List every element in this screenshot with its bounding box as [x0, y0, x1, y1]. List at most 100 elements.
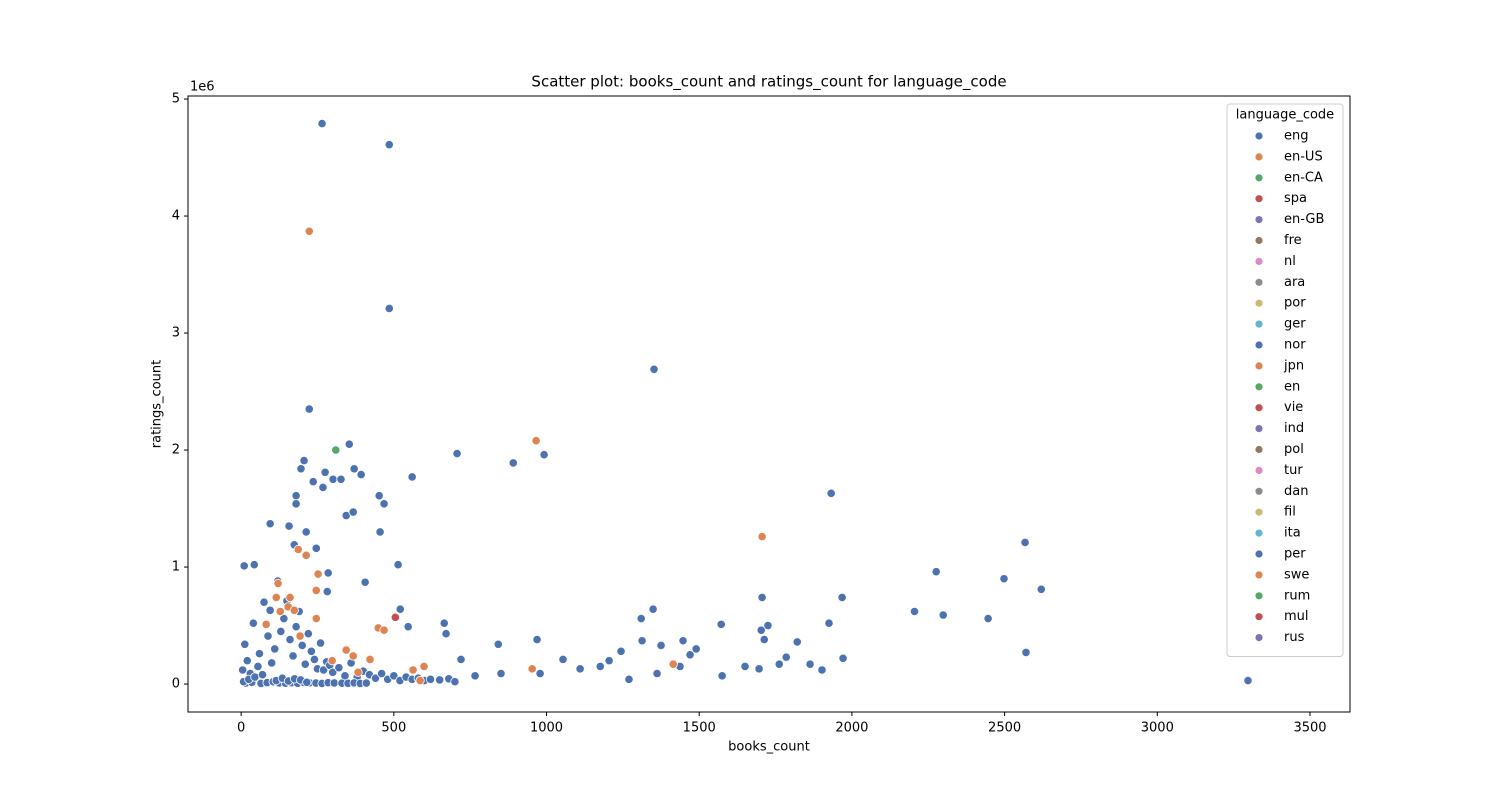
- scatter-point: [938, 610, 948, 620]
- legend-marker: [1254, 486, 1264, 496]
- scatter-point: [320, 467, 330, 477]
- scatter-point: [826, 488, 836, 498]
- scatter-point: [261, 619, 271, 629]
- legend-marker: [1254, 319, 1264, 329]
- x-tick-label: 1000: [530, 721, 563, 736]
- scatter-point: [257, 670, 268, 680]
- legend-label: en-US: [1284, 149, 1323, 164]
- scatter-point: [470, 671, 480, 681]
- scatter-point: [805, 659, 815, 669]
- scatter-point: [759, 634, 769, 645]
- legend-label: ara: [1284, 275, 1305, 290]
- y-tick-label: 2: [172, 443, 180, 458]
- scatter-point: [656, 640, 666, 651]
- scatter-point: [318, 482, 328, 493]
- scatter-point: [271, 592, 281, 603]
- scatter-point: [328, 667, 338, 677]
- scatter-point: [270, 644, 280, 654]
- scatter-point: [616, 646, 626, 656]
- scatter-point: [624, 674, 634, 684]
- scatter-point: [668, 659, 678, 669]
- scatter-point: [285, 592, 295, 603]
- scatter-point: [279, 613, 289, 624]
- legend-marker: [1254, 591, 1264, 601]
- scatter-point: [365, 654, 375, 665]
- scatter-point: [323, 568, 333, 578]
- scatter-point: [496, 668, 506, 679]
- legend-marker: [1254, 277, 1264, 287]
- scatter-point: [384, 140, 394, 150]
- legend-marker: [1254, 340, 1264, 350]
- scatter-point: [328, 474, 338, 484]
- scatter-point: [604, 656, 614, 666]
- legend-label: rum: [1284, 588, 1310, 603]
- scatter-point: [308, 477, 318, 487]
- legend-label: swe: [1284, 567, 1309, 582]
- scatter-point: [415, 675, 425, 686]
- scatter-point: [379, 625, 389, 635]
- scatter-point: [304, 404, 314, 414]
- scatter-point: [299, 455, 309, 466]
- scatter-point: [304, 226, 314, 236]
- scatter-point: [441, 629, 451, 639]
- scatter-point: [329, 678, 339, 688]
- legend-marker: [1254, 361, 1264, 371]
- scatter-point: [302, 677, 312, 687]
- scatter-point: [395, 604, 405, 614]
- scatter-point: [983, 613, 993, 624]
- y-offset-label: 1e6: [190, 80, 215, 95]
- x-tick-label: 2500: [988, 721, 1021, 736]
- scatter-point: [265, 519, 275, 529]
- scatter-point: [284, 521, 294, 531]
- scatter-point: [301, 527, 311, 537]
- legend-marker: [1254, 382, 1264, 392]
- legend-marker: [1254, 152, 1264, 162]
- legend-marker: [1254, 528, 1264, 538]
- legend-marker: [1254, 215, 1264, 225]
- y-tick-label: 0: [172, 677, 180, 692]
- legend-marker: [1254, 465, 1264, 475]
- scatter-point: [756, 625, 766, 635]
- legend-marker: [1254, 131, 1264, 141]
- legend-marker: [1254, 194, 1264, 204]
- scatter-point: [253, 661, 263, 672]
- legend-label: mul: [1284, 609, 1309, 624]
- plot-frame: [187, 95, 1351, 713]
- x-tick-label: 3000: [1141, 721, 1174, 736]
- scatter-point: [757, 532, 767, 542]
- scatter-point: [999, 574, 1009, 584]
- scatter-point: [306, 646, 316, 656]
- scatter-point: [649, 364, 659, 374]
- legend-marker: [1254, 173, 1264, 183]
- x-tick-label: 1500: [683, 721, 716, 736]
- scatter-point: [1020, 537, 1030, 548]
- scatter-point: [341, 645, 351, 655]
- y-tick-label: 5: [172, 92, 180, 107]
- scatter-point: [837, 592, 847, 603]
- scatter-point: [249, 560, 259, 570]
- scatter-point: [331, 445, 341, 455]
- scatter-point: [291, 622, 301, 632]
- scatter-point: [648, 604, 658, 614]
- scatter-point: [558, 654, 568, 665]
- scatter-point: [291, 499, 301, 509]
- scatter-point: [508, 458, 518, 468]
- scatter-point: [349, 464, 359, 474]
- legend-marker: [1254, 298, 1264, 308]
- legend-marker: [1254, 633, 1264, 642]
- x-tick-label: 2000: [835, 721, 868, 736]
- scatter-point: [575, 664, 585, 674]
- scatter-point: [384, 303, 394, 314]
- chart-title: Scatter plot: books_count and ratings_co…: [531, 73, 1006, 92]
- scatter-point: [595, 661, 605, 672]
- scatter-point: [300, 659, 310, 669]
- legend-title: language_code: [1236, 108, 1334, 123]
- scatter-point: [311, 613, 321, 624]
- x-tick-label: 3500: [1293, 721, 1326, 736]
- legend-label: per: [1284, 547, 1306, 562]
- legend-label: ita: [1284, 526, 1301, 541]
- scatter-point: [317, 119, 327, 129]
- scatter-point: [407, 472, 417, 482]
- scatter-point: [370, 673, 381, 683]
- scatter-point: [296, 464, 306, 474]
